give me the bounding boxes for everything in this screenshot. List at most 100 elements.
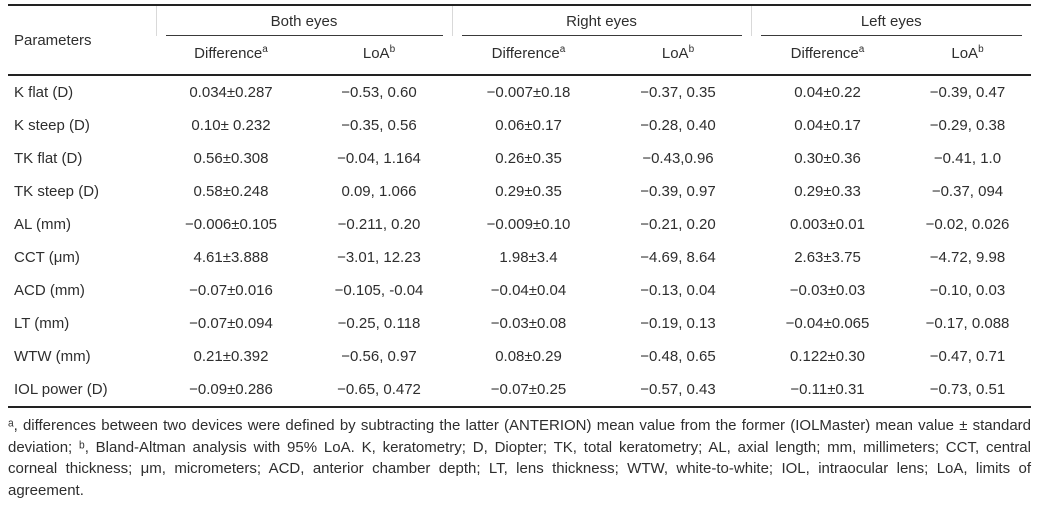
- group-header-both-eyes-label: Both eyes: [165, 6, 443, 36]
- parameter-cell: K steep (D): [14, 117, 90, 134]
- both-difference-cell: −0.09±0.286: [156, 373, 306, 408]
- right-difference-cell: −0.04±0.04: [490, 282, 567, 299]
- right-difference-cell: 0.08±0.29: [495, 348, 562, 365]
- left-loa-cell: −0.10, 0.03: [929, 282, 1006, 299]
- subheader-difference-both: Differencea: [156, 36, 306, 76]
- parameter-cell: CCT (μm): [14, 249, 80, 266]
- left-difference-cell: −0.11±0.31: [751, 373, 904, 408]
- right-loa-cell: −0.43,0.96: [642, 150, 714, 167]
- subheader-difference-label: Difference: [491, 45, 560, 62]
- left-loa-cell: −0.41, 1.0: [933, 150, 1002, 167]
- footnote-marker-b: b: [978, 44, 984, 55]
- parameter-cell: LT (mm): [14, 315, 70, 332]
- left-loa-cell: −0.17, 0.088: [925, 315, 1010, 332]
- subheader-loa-both: LoAb: [306, 36, 452, 76]
- both-loa-cell: −0.53, 0.60: [341, 84, 417, 101]
- subheader-difference-right: Differencea: [452, 36, 605, 76]
- footnote-marker-b: b: [688, 44, 695, 55]
- left-loa-cell: −0.29, 0.38: [929, 117, 1006, 134]
- subheader-difference-label: Difference: [194, 45, 263, 62]
- both-difference-cell: 4.61±3.888: [193, 249, 269, 266]
- both-loa-cell: −0.35, 0.56: [341, 117, 417, 134]
- right-difference-cell: −0.03±0.08: [490, 315, 567, 332]
- right-difference-cell: 0.26±0.35: [495, 150, 562, 167]
- subheader-loa-label: LoA: [661, 45, 689, 62]
- both-difference-cell: −0.07±0.094: [189, 315, 273, 332]
- left-difference-cell: 0.122±0.30: [790, 348, 865, 365]
- both-loa-cell: −0.25, 0.118: [337, 315, 421, 332]
- footnote-marker-a: a: [262, 44, 268, 55]
- comparison-table: Parameters Both eyes Right eyes Left eye…: [8, 4, 1031, 408]
- right-loa-cell: −4.69, 8.64: [640, 249, 716, 266]
- group-header-right-eyes-label: Right eyes: [461, 6, 742, 36]
- right-loa-cell: −0.39, 0.97: [640, 183, 716, 200]
- parameter-cell: K flat (D): [14, 84, 74, 101]
- subheader-loa-left: LoAb: [904, 36, 1031, 76]
- both-loa-cell: −3.01, 12.23: [337, 249, 421, 266]
- right-difference-cell: −0.007±0.18: [486, 84, 571, 101]
- left-difference-cell: 0.30±0.36: [794, 150, 861, 167]
- right-difference-cell: 0.06±0.17: [495, 117, 562, 134]
- right-loa-cell: −0.48, 0.65: [640, 348, 716, 365]
- both-difference-cell: −0.006±0.105: [184, 216, 278, 233]
- both-loa-cell: −0.04, 1.164: [337, 150, 421, 167]
- subheader-loa-label: LoA: [951, 45, 979, 62]
- table-footnote: ᵃ, differences between two devices were …: [8, 417, 1031, 499]
- both-difference-cell: 0.21±0.392: [193, 348, 269, 365]
- subheader-loa-label: LoA: [362, 45, 390, 62]
- table-row: WTW (mm) 0.21±0.392 −0.56, 0.97 0.08±0.2…: [8, 340, 1031, 373]
- group-header-left-eyes-label: Left eyes: [760, 6, 1022, 36]
- parameter-cell: ACD (mm): [14, 282, 85, 299]
- left-loa-cell: −0.37, 094: [931, 183, 1004, 200]
- both-loa-cell: −0.211, 0.20: [337, 216, 421, 233]
- left-difference-cell: 0.003±0.01: [790, 216, 865, 233]
- right-difference-cell: −0.07±0.25: [452, 373, 605, 408]
- table-row: AL (mm) −0.006±0.105 −0.211, 0.20 −0.009…: [8, 208, 1031, 241]
- both-difference-cell: 0.034±0.287: [189, 84, 273, 101]
- table-row: K flat (D) 0.034±0.287 −0.53, 0.60 −0.00…: [8, 75, 1031, 109]
- table-row: LT (mm) −0.07±0.094 −0.25, 0.118 −0.03±0…: [8, 307, 1031, 340]
- right-difference-cell: 1.98±3.4: [499, 249, 558, 266]
- subheader-loa-right: LoAb: [605, 36, 751, 76]
- right-loa-cell: −0.21, 0.20: [640, 216, 716, 233]
- left-difference-cell: 0.04±0.17: [794, 117, 861, 134]
- left-difference-cell: −0.04±0.065: [785, 315, 870, 332]
- group-header-right-eyes: Right eyes: [451, 5, 751, 36]
- left-loa-cell: −0.02, 0.026: [925, 216, 1010, 233]
- both-loa-cell: 0.09, 1.066: [341, 183, 417, 200]
- both-difference-cell: 0.58±0.248: [193, 183, 269, 200]
- table-row: K steep (D) 0.10± 0.232 −0.35, 0.56 0.06…: [8, 109, 1031, 142]
- table-header: Parameters Both eyes Right eyes Left eye…: [8, 5, 1031, 76]
- subheader-difference-label: Difference: [790, 45, 859, 62]
- table-row: ACD (mm) −0.07±0.016 −0.105, -0.04 −0.04…: [8, 274, 1031, 307]
- left-loa-cell: −0.39, 0.47: [929, 84, 1006, 101]
- both-loa-cell: −0.105, -0.04: [334, 282, 424, 299]
- right-loa-cell: −0.37, 0.35: [640, 84, 716, 101]
- parameter-cell: IOL power (D): [8, 373, 156, 408]
- group-header-left-eyes: Left eyes: [750, 5, 1031, 36]
- both-difference-cell: −0.07±0.016: [189, 282, 273, 299]
- table-body: K flat (D) 0.034±0.287 −0.53, 0.60 −0.00…: [8, 75, 1031, 408]
- subheader-difference-left: Differencea: [751, 36, 904, 76]
- both-difference-cell: 0.10± 0.232: [191, 117, 271, 134]
- left-loa-cell: −0.47, 0.71: [929, 348, 1006, 365]
- table-row: CCT (μm) 4.61±3.888 −3.01, 12.23 1.98±3.…: [8, 241, 1031, 274]
- left-loa-cell: −4.72, 9.98: [929, 249, 1006, 266]
- table-row: IOL power (D) −0.09±0.286 −0.65, 0.472 −…: [8, 373, 1031, 408]
- right-difference-cell: 0.29±0.35: [495, 183, 562, 200]
- parameter-cell: AL (mm): [14, 216, 71, 233]
- right-loa-cell: −0.13, 0.04: [640, 282, 716, 299]
- right-loa-cell: −0.19, 0.13: [640, 315, 716, 332]
- footnote-marker-b: b: [389, 44, 396, 55]
- parameter-cell: TK steep (D): [14, 183, 100, 200]
- footnote-marker-a: a: [559, 44, 566, 55]
- column-header-parameters: Parameters: [8, 5, 156, 76]
- right-difference-cell: −0.009±0.10: [486, 216, 571, 233]
- parameter-cell: TK flat (D): [14, 150, 83, 167]
- right-loa-cell: −0.28, 0.40: [640, 117, 716, 134]
- table-row: TK steep (D) 0.58±0.248 0.09, 1.066 0.29…: [8, 175, 1031, 208]
- left-loa-cell: −0.73, 0.51: [904, 373, 1031, 408]
- left-difference-cell: −0.03±0.03: [789, 282, 866, 299]
- parameter-cell: WTW (mm): [14, 348, 91, 365]
